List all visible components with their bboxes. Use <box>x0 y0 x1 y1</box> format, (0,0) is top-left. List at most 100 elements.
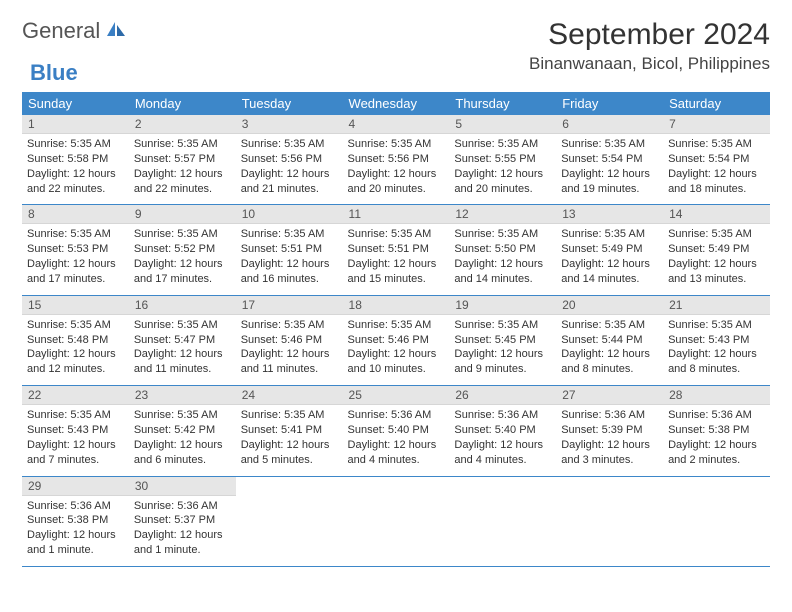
day-number: 30 <box>129 477 236 496</box>
day-number: 21 <box>663 296 770 315</box>
sunset-text: Sunset: 5:51 PM <box>348 242 445 257</box>
daylight-text-1: Daylight: 12 hours <box>454 438 551 453</box>
sunrise-text: Sunrise: 5:35 AM <box>27 318 124 333</box>
day-data: Sunrise: 5:35 AMSunset: 5:56 PMDaylight:… <box>343 134 450 204</box>
sunrise-text: Sunrise: 5:35 AM <box>561 227 658 242</box>
daylight-text-1: Daylight: 12 hours <box>134 528 231 543</box>
day-number: 1 <box>22 115 129 134</box>
day-data: Sunrise: 5:35 AMSunset: 5:51 PMDaylight:… <box>236 224 343 294</box>
daylight-text-2: and 12 minutes. <box>27 362 124 377</box>
calendar-cell: 10Sunrise: 5:35 AMSunset: 5:51 PMDayligh… <box>236 205 343 295</box>
sunset-text: Sunset: 5:46 PM <box>348 333 445 348</box>
sunset-text: Sunset: 5:52 PM <box>134 242 231 257</box>
sunset-text: Sunset: 5:49 PM <box>561 242 658 257</box>
day-number: 25 <box>343 386 450 405</box>
day-data: Sunrise: 5:35 AMSunset: 5:43 PMDaylight:… <box>22 405 129 475</box>
calendar-row: 15Sunrise: 5:35 AMSunset: 5:48 PMDayligh… <box>22 295 770 385</box>
day-data: Sunrise: 5:35 AMSunset: 5:48 PMDaylight:… <box>22 315 129 385</box>
sunset-text: Sunset: 5:41 PM <box>241 423 338 438</box>
day-number: 12 <box>449 205 556 224</box>
day-number: 7 <box>663 115 770 134</box>
sunrise-text: Sunrise: 5:35 AM <box>27 408 124 423</box>
day-number: 28 <box>663 386 770 405</box>
sunset-text: Sunset: 5:55 PM <box>454 152 551 167</box>
daylight-text-2: and 22 minutes. <box>27 182 124 197</box>
sunset-text: Sunset: 5:43 PM <box>27 423 124 438</box>
day-data: Sunrise: 5:35 AMSunset: 5:46 PMDaylight:… <box>343 315 450 385</box>
day-data: Sunrise: 5:35 AMSunset: 5:45 PMDaylight:… <box>449 315 556 385</box>
day-number: 6 <box>556 115 663 134</box>
sunrise-text: Sunrise: 5:35 AM <box>454 227 551 242</box>
daylight-text-2: and 22 minutes. <box>134 182 231 197</box>
sunset-text: Sunset: 5:37 PM <box>134 513 231 528</box>
sunset-text: Sunset: 5:54 PM <box>561 152 658 167</box>
sunrise-text: Sunrise: 5:35 AM <box>134 408 231 423</box>
daylight-text-1: Daylight: 12 hours <box>27 438 124 453</box>
calendar-cell: 20Sunrise: 5:35 AMSunset: 5:44 PMDayligh… <box>556 295 663 385</box>
day-data: Sunrise: 5:35 AMSunset: 5:57 PMDaylight:… <box>129 134 236 204</box>
sunrise-text: Sunrise: 5:36 AM <box>348 408 445 423</box>
weekday-header: Monday <box>129 92 236 115</box>
daylight-text-1: Daylight: 12 hours <box>561 347 658 362</box>
sunrise-text: Sunrise: 5:36 AM <box>668 408 765 423</box>
day-data: Sunrise: 5:35 AMSunset: 5:44 PMDaylight:… <box>556 315 663 385</box>
day-number: 29 <box>22 477 129 496</box>
calendar-cell: 9Sunrise: 5:35 AMSunset: 5:52 PMDaylight… <box>129 205 236 295</box>
daylight-text-2: and 17 minutes. <box>27 272 124 287</box>
sunset-text: Sunset: 5:39 PM <box>561 423 658 438</box>
daylight-text-2: and 8 minutes. <box>561 362 658 377</box>
daylight-text-1: Daylight: 12 hours <box>134 257 231 272</box>
sunset-text: Sunset: 5:58 PM <box>27 152 124 167</box>
calendar-cell: 3Sunrise: 5:35 AMSunset: 5:56 PMDaylight… <box>236 115 343 205</box>
daylight-text-1: Daylight: 12 hours <box>241 257 338 272</box>
day-data: Sunrise: 5:35 AMSunset: 5:54 PMDaylight:… <box>663 134 770 204</box>
daylight-text-2: and 8 minutes. <box>668 362 765 377</box>
day-number: 26 <box>449 386 556 405</box>
day-number: 22 <box>22 386 129 405</box>
sunset-text: Sunset: 5:38 PM <box>668 423 765 438</box>
day-number: 5 <box>449 115 556 134</box>
day-data: Sunrise: 5:35 AMSunset: 5:47 PMDaylight:… <box>129 315 236 385</box>
calendar-cell: 1Sunrise: 5:35 AMSunset: 5:58 PMDaylight… <box>22 115 129 205</box>
day-number: 17 <box>236 296 343 315</box>
daylight-text-1: Daylight: 12 hours <box>454 257 551 272</box>
daylight-text-1: Daylight: 12 hours <box>241 347 338 362</box>
weekday-header: Tuesday <box>236 92 343 115</box>
day-data: Sunrise: 5:35 AMSunset: 5:53 PMDaylight:… <box>22 224 129 294</box>
daylight-text-1: Daylight: 12 hours <box>561 438 658 453</box>
daylight-text-1: Daylight: 12 hours <box>454 347 551 362</box>
sunrise-text: Sunrise: 5:35 AM <box>134 227 231 242</box>
sunrise-text: Sunrise: 5:35 AM <box>668 318 765 333</box>
daylight-text-2: and 11 minutes. <box>241 362 338 377</box>
sunrise-text: Sunrise: 5:35 AM <box>668 227 765 242</box>
calendar-cell: 6Sunrise: 5:35 AMSunset: 5:54 PMDaylight… <box>556 115 663 205</box>
calendar-cell <box>556 476 663 566</box>
daylight-text-2: and 18 minutes. <box>668 182 765 197</box>
calendar-cell: 5Sunrise: 5:35 AMSunset: 5:55 PMDaylight… <box>449 115 556 205</box>
sunset-text: Sunset: 5:43 PM <box>668 333 765 348</box>
sunrise-text: Sunrise: 5:35 AM <box>241 318 338 333</box>
title-block: September 2024 Binanwanaan, Bicol, Phili… <box>529 18 770 74</box>
daylight-text-1: Daylight: 12 hours <box>668 438 765 453</box>
calendar-row: 1Sunrise: 5:35 AMSunset: 5:58 PMDaylight… <box>22 115 770 205</box>
calendar-cell <box>449 476 556 566</box>
calendar-cell: 23Sunrise: 5:35 AMSunset: 5:42 PMDayligh… <box>129 386 236 476</box>
calendar-cell: 8Sunrise: 5:35 AMSunset: 5:53 PMDaylight… <box>22 205 129 295</box>
sunset-text: Sunset: 5:46 PM <box>241 333 338 348</box>
calendar-cell: 2Sunrise: 5:35 AMSunset: 5:57 PMDaylight… <box>129 115 236 205</box>
daylight-text-2: and 16 minutes. <box>241 272 338 287</box>
weekday-header-row: Sunday Monday Tuesday Wednesday Thursday… <box>22 92 770 115</box>
calendar-cell: 25Sunrise: 5:36 AMSunset: 5:40 PMDayligh… <box>343 386 450 476</box>
sunrise-text: Sunrise: 5:36 AM <box>134 499 231 514</box>
daylight-text-1: Daylight: 12 hours <box>668 347 765 362</box>
sunset-text: Sunset: 5:44 PM <box>561 333 658 348</box>
daylight-text-2: and 11 minutes. <box>134 362 231 377</box>
day-data: Sunrise: 5:35 AMSunset: 5:46 PMDaylight:… <box>236 315 343 385</box>
brand-logo: General <box>22 18 130 44</box>
weekday-header: Thursday <box>449 92 556 115</box>
day-number: 23 <box>129 386 236 405</box>
brand-name-1: General <box>22 18 100 44</box>
weekday-header: Friday <box>556 92 663 115</box>
daylight-text-1: Daylight: 12 hours <box>134 438 231 453</box>
day-data: Sunrise: 5:36 AMSunset: 5:40 PMDaylight:… <box>343 405 450 475</box>
